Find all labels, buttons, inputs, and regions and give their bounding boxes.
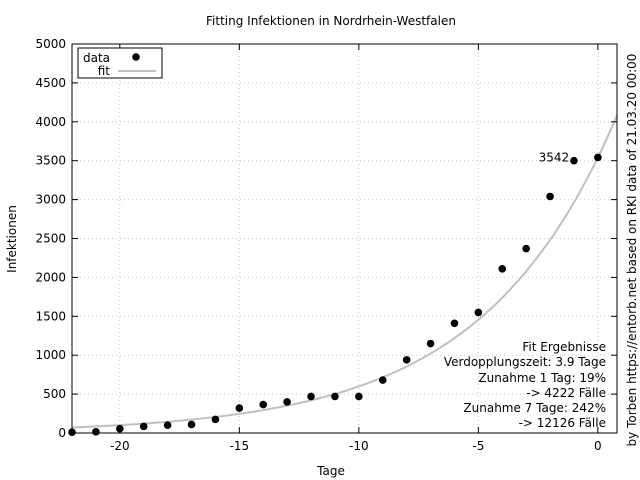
fit-results-line-2: Verdopplungszeit: 3.9 Tage bbox=[444, 355, 606, 369]
data-point bbox=[331, 392, 339, 401]
data-point bbox=[355, 392, 363, 401]
data-point bbox=[402, 356, 411, 364]
grid-lines bbox=[72, 44, 617, 433]
x-tick-label: -20 bbox=[110, 439, 130, 453]
x-tick-label: -5 bbox=[472, 439, 484, 453]
fit-results-line-6: -> 12126 Fälle bbox=[519, 416, 606, 430]
fit-series bbox=[71, 114, 618, 429]
data-point bbox=[259, 400, 268, 409]
y-tick-label: 0 bbox=[58, 426, 66, 440]
data-point bbox=[426, 339, 435, 348]
data-label: 3542 bbox=[539, 150, 570, 164]
y-tick-label: 2500 bbox=[35, 232, 66, 246]
data-point bbox=[211, 415, 220, 424]
y-tick-label: 2000 bbox=[35, 270, 66, 284]
fit-results-line-4: -> 4222 Fälle bbox=[526, 386, 606, 400]
data-point bbox=[187, 420, 196, 429]
data-point bbox=[92, 428, 100, 436]
fit-results-line-1: Fit Ergebnisse bbox=[522, 340, 606, 354]
chart-title: Fitting Infektionen in Nordrhein-Westfal… bbox=[206, 14, 456, 28]
data-series bbox=[68, 153, 602, 437]
fit-curve bbox=[71, 114, 618, 429]
fit-results-line-3: Zunahme 1 Tag: 19% bbox=[478, 371, 606, 385]
data-point bbox=[283, 398, 291, 406]
legend-box bbox=[77, 47, 163, 79]
legend: data fit bbox=[77, 47, 163, 79]
legend-marker-data bbox=[132, 53, 140, 61]
data-point bbox=[546, 192, 554, 201]
data-point bbox=[139, 422, 148, 431]
data-point bbox=[474, 308, 483, 317]
fit-results-line-5: Zunahme 7 Tage: 242% bbox=[463, 401, 606, 415]
x-axis-label: Tage bbox=[316, 464, 345, 478]
y-tick-label: 4000 bbox=[35, 115, 66, 129]
y-tick-label: 3500 bbox=[35, 154, 66, 168]
legend-label-fit: fit bbox=[98, 64, 111, 78]
data-point bbox=[570, 156, 578, 165]
y-axis-label: Infektionen bbox=[5, 205, 19, 273]
y-tick-label: 1500 bbox=[35, 309, 66, 323]
y-tick-label: 500 bbox=[43, 387, 66, 401]
data-point bbox=[594, 153, 602, 162]
data-point bbox=[498, 265, 507, 273]
x-tick-label: -10 bbox=[349, 439, 369, 453]
annotations: 3542 bbox=[539, 150, 570, 164]
data-point bbox=[522, 244, 530, 253]
data-point bbox=[163, 421, 172, 430]
axis-ticks: -20 -15 -10 -5 0 0 500 1000 1500 2000 2500 3000 3500… bbox=[35, 37, 617, 453]
data-point bbox=[450, 319, 459, 328]
legend-label-data: data bbox=[83, 51, 110, 65]
y-tick-label: 5000 bbox=[35, 37, 66, 51]
data-point bbox=[307, 392, 315, 401]
y-tick-label: 3000 bbox=[35, 193, 66, 207]
right-attribution-label: by Torben https://entorb.net based on RK… bbox=[625, 54, 639, 447]
y-tick-label: 1000 bbox=[35, 348, 66, 362]
fit-results-box: Fit Ergebnisse Verdopplungszeit: 3.9 Tag… bbox=[444, 340, 606, 430]
data-point bbox=[235, 404, 244, 412]
data-point bbox=[378, 376, 387, 384]
x-tick-label: 0 bbox=[594, 439, 602, 453]
y-tick-label: 4500 bbox=[35, 76, 66, 90]
x-tick-label: -15 bbox=[230, 439, 250, 453]
